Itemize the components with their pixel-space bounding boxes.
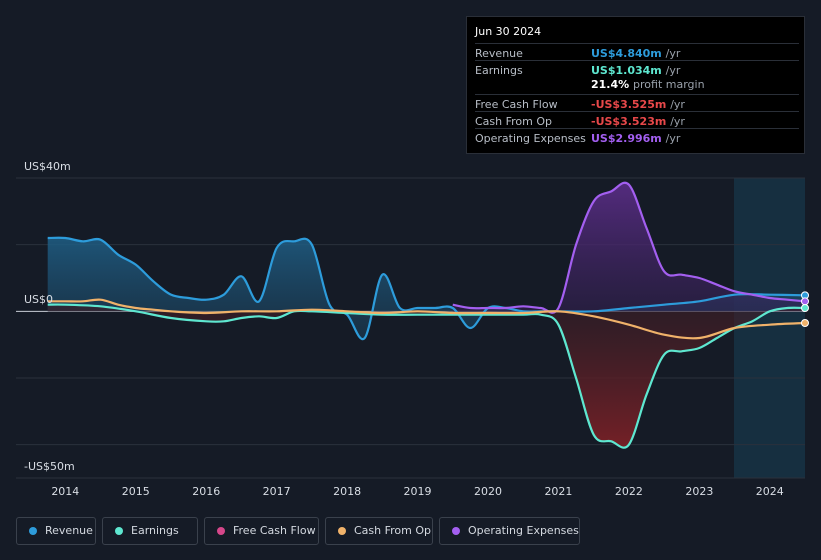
tooltip-row-revenue: Revenue US$4.840m /yr (475, 43, 799, 61)
y-label-zero: US$0 (24, 293, 53, 306)
legend-item-earnings[interactable]: Earnings (102, 517, 198, 545)
tooltip-value: -US$3.525m /yr (591, 98, 685, 111)
y-label-bottom: -US$50m (24, 460, 75, 473)
legend-dot-icon (115, 527, 123, 535)
legend-label: Earnings (131, 524, 179, 537)
legend-label: Operating Expenses (468, 524, 579, 537)
tooltip-value: -US$3.523m /yr (591, 115, 685, 128)
tooltip-row-operating-expenses: Operating Expenses US$2.996m /yr (475, 128, 799, 146)
tooltip-label: Revenue (475, 47, 523, 60)
legend-item-operating-expenses[interactable]: Operating Expenses (439, 517, 580, 545)
series-areas (47, 182, 806, 448)
x-tick-label: 2016 (192, 485, 220, 498)
area-earnings (47, 304, 806, 448)
x-tick-label: 2015 (122, 485, 150, 498)
y-axis-labels: US$40m US$0 -US$50m (24, 160, 75, 473)
x-axis-ticks: 2014 2015 2016 2017 2018 2019 2020 2021 2022 2023… (51, 485, 783, 498)
line-operating-expenses (452, 181, 806, 314)
tooltip-date: Jun 30 2024 (475, 25, 542, 38)
hover-tooltip: Jun 30 2024 Revenue US$4.840m /yr Earnin… (466, 16, 805, 154)
x-tick-label: 2019 (404, 485, 432, 498)
legend-dot-icon (452, 527, 460, 535)
legend-dot-icon (29, 527, 37, 535)
x-tick-label: 2014 (51, 485, 79, 498)
x-tick-label: 2017 (263, 485, 291, 498)
tooltip-label: Operating Expenses (475, 132, 586, 145)
legend-item-free-cash-flow[interactable]: Free Cash Flow (204, 517, 319, 545)
tooltip-value: US$4.840m /yr (591, 47, 681, 60)
tooltip-label: Free Cash Flow (475, 98, 558, 111)
x-tick-label: 2020 (474, 485, 502, 498)
legend-item-cash-from-op[interactable]: Cash From Op (325, 517, 433, 545)
line-cash-from-op (47, 298, 806, 340)
line-earnings (47, 303, 806, 449)
tooltip-label: Cash From Op (475, 115, 553, 128)
x-tick-label: 2022 (615, 485, 643, 498)
tooltip-row-free-cash-flow: Free Cash Flow -US$3.525m /yr (475, 94, 799, 112)
tooltip-label: Earnings (475, 64, 523, 77)
tooltip-value: US$1.034m /yr (591, 64, 681, 77)
series-end-markers (801, 291, 809, 327)
end-marker-operating-expenses (801, 297, 809, 306)
x-tick-label: 2021 (544, 485, 572, 498)
series-lines (47, 181, 806, 449)
legend-label: Cash From Op (354, 524, 432, 537)
legend-dot-icon (338, 527, 346, 535)
line-revenue (47, 236, 806, 341)
tooltip-value: US$2.996m /yr (591, 132, 681, 145)
legend-item-revenue[interactable]: Revenue (16, 517, 96, 545)
x-tick-label: 2024 (756, 485, 784, 498)
y-label-top: US$40m (24, 160, 71, 173)
area-operating-expenses (452, 182, 805, 313)
tooltip-profit-margin: 21.4% profit margin (591, 78, 705, 91)
end-marker-earnings (801, 304, 809, 312)
tooltip-row-cash-from-op: Cash From Op -US$3.523m /yr (475, 111, 799, 129)
legend-label: Revenue (45, 524, 93, 537)
chart-canvas: US$40m US$0 -US$50m 2014 2015 2016 2017 2018… (16, 160, 809, 498)
forecast-shade (734, 178, 805, 478)
x-tick-label: 2018 (333, 485, 361, 498)
end-marker-cash-from-op (801, 319, 809, 327)
tooltip-row-earnings: Earnings US$1.034m /yr (475, 60, 799, 78)
legend-label: Free Cash Flow (233, 524, 316, 537)
x-tick-label: 2023 (685, 485, 713, 498)
legend-dot-icon (217, 527, 225, 535)
